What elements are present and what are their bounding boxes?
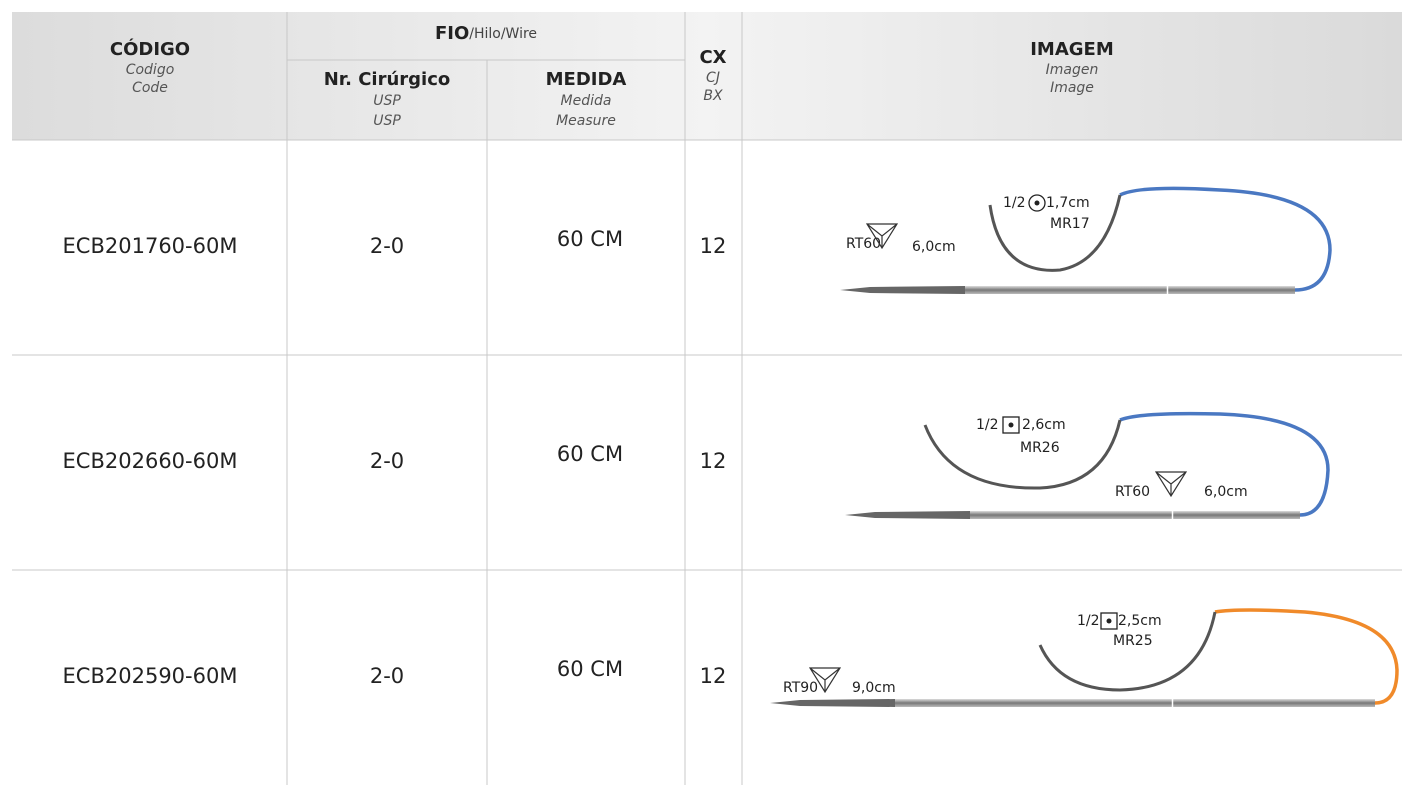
header-bg <box>12 12 1402 140</box>
cell-box: 12 <box>700 664 727 688</box>
thread <box>1119 186 1332 292</box>
grid <box>12 12 1402 785</box>
header-sub: Image <box>1050 80 1094 96</box>
label: 2,6cm <box>1022 417 1066 433</box>
cell-measure: 60 CM <box>557 657 623 681</box>
symbol-dot <box>1008 422 1014 428</box>
label: MR26 <box>1020 440 1060 456</box>
label: RT60 <box>846 236 881 252</box>
label: 1/2 <box>1077 613 1100 629</box>
label: MR17 <box>1050 216 1090 232</box>
cell-usp: 2-0 <box>370 234 404 258</box>
header-sub: Measure <box>556 113 616 129</box>
cell-measure: 60 CM <box>557 442 623 466</box>
cell-code: ECB202590-60M <box>63 664 238 688</box>
curved-needle <box>1038 611 1217 692</box>
triangle <box>808 667 842 694</box>
thread <box>1119 411 1330 517</box>
label: RT60 <box>1115 484 1150 500</box>
triangle <box>1154 471 1188 498</box>
curved-needle <box>988 194 1122 272</box>
header-title: CX <box>699 47 726 68</box>
symbol-dot <box>1034 200 1040 206</box>
cell-box: 12 <box>700 449 727 473</box>
label: 1/2 <box>1003 195 1026 211</box>
header-sub: /Hilo/Wire <box>469 26 537 42</box>
header-title: MEDIDA <box>546 69 627 90</box>
label: 6,0cm <box>1204 484 1248 500</box>
header-title: FIO <box>435 23 469 44</box>
cell-box: 12 <box>700 234 727 258</box>
cell-measure: 60 CM <box>557 227 623 251</box>
straight-needle <box>895 699 1375 707</box>
header-title: CÓDIGO <box>110 38 190 60</box>
header-sub: USP <box>373 93 401 109</box>
label: 6,0cm <box>912 239 956 255</box>
label: 1/2 <box>976 417 999 433</box>
cell-usp: 2-0 <box>370 664 404 688</box>
label: 9,0cm <box>852 680 896 696</box>
straight-needle-tip <box>845 511 970 519</box>
header-title: IMAGEM <box>1030 39 1114 60</box>
triangle <box>865 223 899 250</box>
header: CÓDIGO Codigo Code FIO/Hilo/Wire Nr. Cir… <box>110 23 1114 129</box>
header-sub: BX <box>703 88 723 104</box>
cell-code: ECB201760-60M <box>63 234 238 258</box>
label: RT90 <box>783 680 818 696</box>
header-sub: Imagen <box>1046 62 1099 78</box>
straight-needle <box>970 511 1300 519</box>
label: 2,5cm <box>1118 613 1162 629</box>
header-sub: Code <box>132 80 168 96</box>
label: MR25 <box>1113 633 1153 649</box>
header-sub: USP <box>373 113 401 129</box>
straight-needle <box>965 286 1295 294</box>
header-title: Nr. Cirúrgico <box>324 69 451 90</box>
header-sub: Codigo <box>126 62 175 78</box>
straight-needle-tip <box>770 699 895 707</box>
label: 1,7cm <box>1046 195 1090 211</box>
straight-needle-tip <box>840 286 965 294</box>
cell-code: ECB202660-60M <box>63 449 238 473</box>
header-sub: CJ <box>706 70 720 86</box>
thread <box>1214 608 1399 705</box>
curved-needle <box>923 419 1122 490</box>
symbol-dot <box>1106 618 1112 624</box>
cell-usp: 2-0 <box>370 449 404 473</box>
header-title: FIO/Hilo/Wire <box>435 23 537 44</box>
header-sub: Medida <box>561 93 612 109</box>
